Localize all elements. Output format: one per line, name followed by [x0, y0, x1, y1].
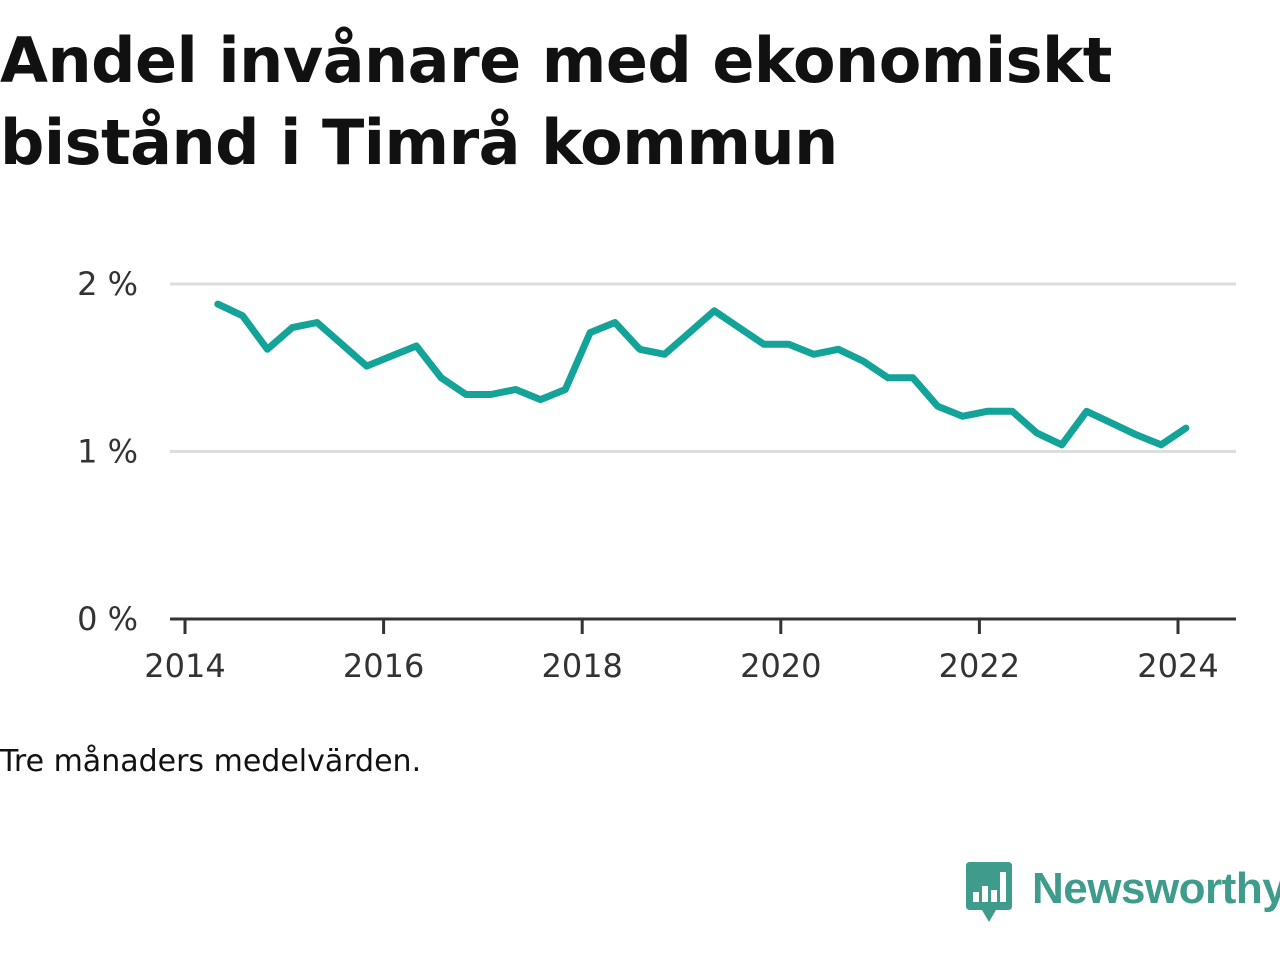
y-tick-label: 1 % [77, 433, 138, 471]
y-tick-label: 2 % [77, 265, 138, 303]
gridlines [170, 282, 1236, 453]
x-axis-labels: 2014 2016 2018 2020 2022 2024 [144, 647, 1218, 685]
brand-name: Newsworthy [1032, 864, 1280, 913]
x-tick-label: 2022 [939, 647, 1020, 685]
newsworthy-logo[interactable]: Newsworthy [964, 862, 1280, 926]
chart-note: Tre månaders medelvärden. [0, 744, 422, 779]
series-line [214, 300, 1190, 449]
x-tick-label: 2014 [144, 647, 225, 685]
x-tick-label: 2020 [740, 647, 821, 685]
x-tick-label: 2024 [1137, 647, 1218, 685]
y-tick-label: 0 % [77, 600, 138, 638]
x-tick-label: 2016 [343, 647, 424, 685]
x-axis [170, 617, 1236, 634]
series [214, 300, 1190, 449]
chart-title: Andel invånare med ekonomiskt bistånd i … [0, 24, 1112, 179]
bar-chart-speech-bubble-icon [966, 862, 1012, 922]
line-chart: 0 % 1 % 2 % 2014 2016 2018 2020 2022 2024 [77, 265, 1236, 685]
y-axis-labels: 0 % 1 % 2 % [77, 265, 138, 638]
x-tick-label: 2018 [541, 647, 622, 685]
